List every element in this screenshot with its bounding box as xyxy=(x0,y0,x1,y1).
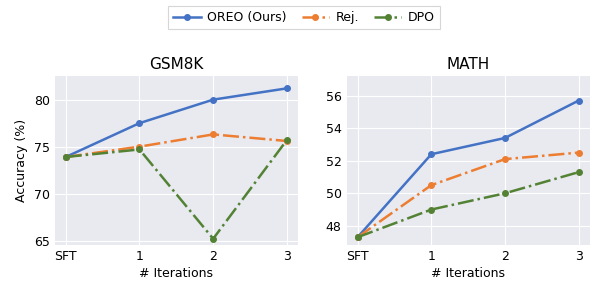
X-axis label: # Iterations: # Iterations xyxy=(139,267,213,280)
Y-axis label: Accuracy (%): Accuracy (%) xyxy=(15,119,29,202)
Title: MATH: MATH xyxy=(446,57,490,72)
Title: GSM8K: GSM8K xyxy=(149,57,204,72)
X-axis label: # Iterations: # Iterations xyxy=(431,267,505,280)
Legend: OREO (Ours), Rej., DPO: OREO (Ours), Rej., DPO xyxy=(168,6,440,29)
